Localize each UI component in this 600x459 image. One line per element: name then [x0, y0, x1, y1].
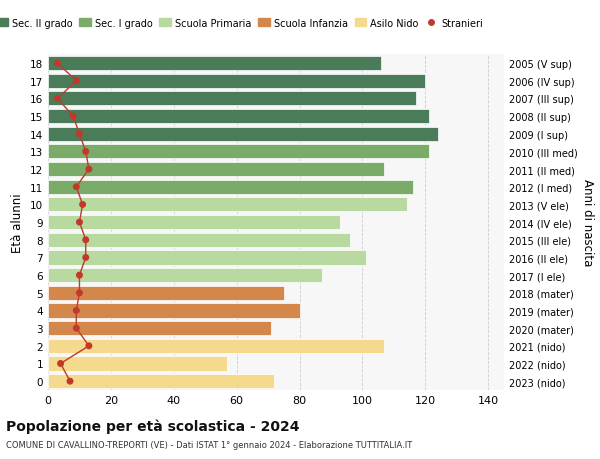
Bar	[48, 198, 407, 212]
Bar	[48, 74, 425, 89]
Point	[84, 342, 94, 350]
Bar	[48, 216, 340, 230]
Point	[74, 272, 84, 279]
Point	[74, 219, 84, 226]
Bar	[48, 357, 227, 371]
Legend: Sec. II grado, Sec. I grado, Scuola Primaria, Scuola Infanzia, Asilo Nido, Stran: Sec. II grado, Sec. I grado, Scuola Prim…	[0, 15, 487, 33]
Point	[81, 148, 91, 156]
Point	[71, 78, 81, 85]
Point	[81, 254, 91, 262]
Text: Popolazione per età scolastica - 2024: Popolazione per età scolastica - 2024	[6, 419, 299, 433]
Point	[71, 325, 81, 332]
Bar	[48, 321, 271, 336]
Bar	[48, 128, 438, 141]
Bar	[48, 251, 365, 265]
Bar	[48, 92, 416, 106]
Point	[68, 113, 78, 120]
Bar	[48, 57, 382, 71]
Point	[71, 184, 81, 191]
Bar	[48, 180, 413, 195]
Bar	[48, 110, 428, 124]
Bar	[48, 286, 284, 300]
Point	[56, 360, 65, 367]
Point	[74, 131, 84, 138]
Point	[84, 166, 94, 174]
Bar	[48, 374, 274, 388]
Bar	[48, 145, 428, 159]
Y-axis label: Età alunni: Età alunni	[11, 193, 25, 252]
Bar	[48, 269, 322, 283]
Point	[74, 290, 84, 297]
Bar	[48, 304, 299, 318]
Y-axis label: Anni di nascita: Anni di nascita	[581, 179, 594, 266]
Point	[65, 378, 75, 385]
Point	[81, 236, 91, 244]
Text: COMUNE DI CAVALLINO-TREPORTI (VE) - Dati ISTAT 1° gennaio 2024 - Elaborazione TU: COMUNE DI CAVALLINO-TREPORTI (VE) - Dati…	[6, 440, 412, 449]
Point	[71, 307, 81, 314]
Point	[78, 202, 88, 209]
Bar	[48, 162, 385, 177]
Bar	[48, 339, 385, 353]
Bar	[48, 233, 350, 247]
Point	[53, 95, 62, 103]
Point	[53, 60, 62, 67]
